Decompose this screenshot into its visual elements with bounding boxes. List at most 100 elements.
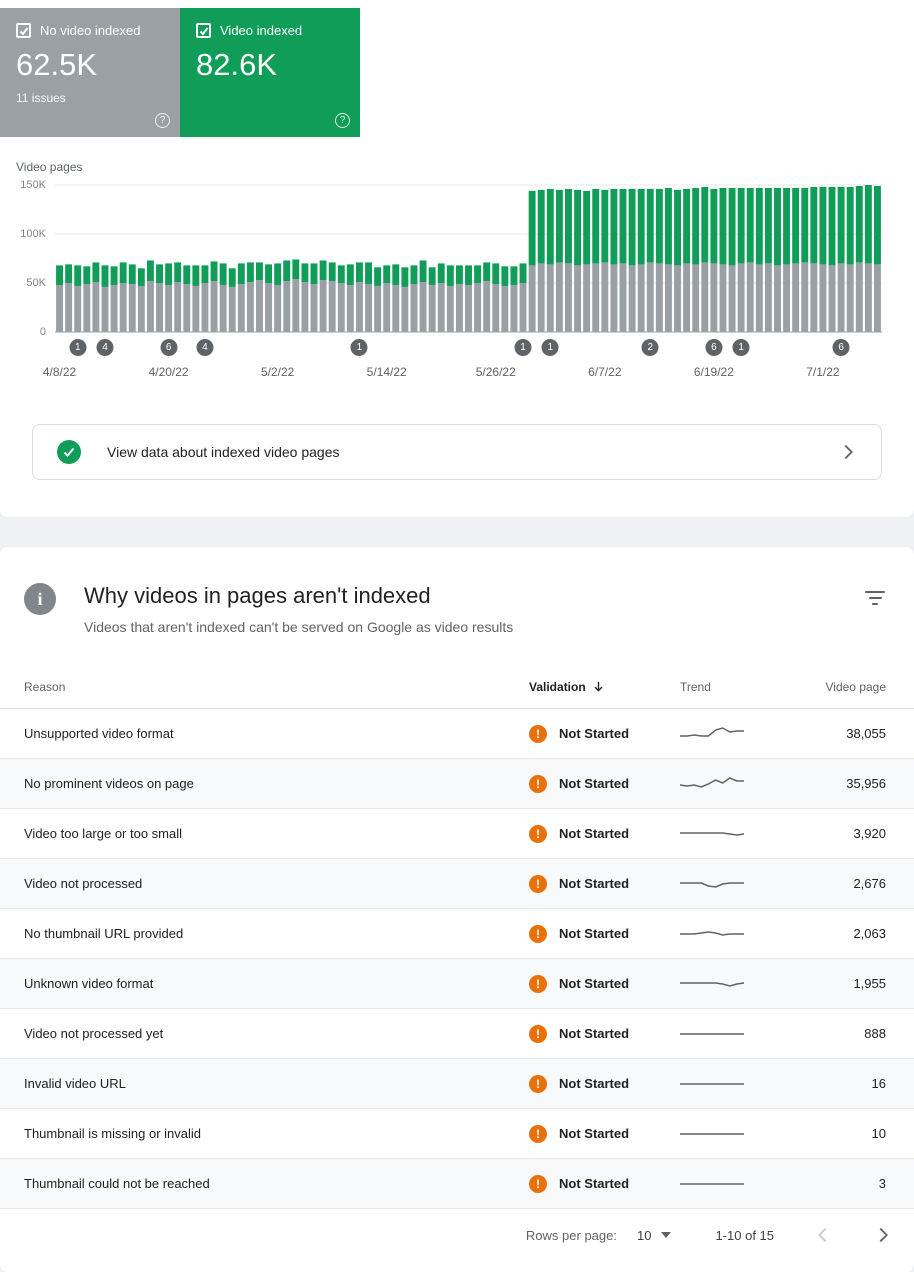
- checkbox-checked-icon[interactable]: [16, 23, 31, 38]
- bar-not-indexed[interactable]: [774, 265, 781, 332]
- table-row[interactable]: No thumbnail URL provided ! Not Started …: [0, 909, 914, 959]
- bar-indexed[interactable]: [419, 260, 427, 283]
- bar-not-indexed[interactable]: [437, 283, 445, 332]
- bar-not-indexed[interactable]: [810, 263, 818, 332]
- bar-indexed[interactable]: [401, 267, 409, 287]
- bar-not-indexed[interactable]: [819, 264, 827, 332]
- bar-indexed[interactable]: [601, 189, 609, 263]
- bar-indexed[interactable]: [128, 264, 136, 284]
- bar-indexed[interactable]: [192, 265, 200, 286]
- help-icon[interactable]: ?: [335, 113, 350, 128]
- bar-indexed[interactable]: [874, 185, 881, 265]
- bar-indexed[interactable]: [592, 188, 600, 264]
- bar-not-indexed[interactable]: [137, 285, 145, 332]
- bar-not-indexed[interactable]: [519, 283, 527, 332]
- bar-indexed[interactable]: [864, 185, 872, 264]
- bar-indexed[interactable]: [510, 266, 518, 285]
- bar-indexed[interactable]: [465, 265, 472, 285]
- next-page-button[interactable]: [872, 1224, 894, 1246]
- bar-not-indexed[interactable]: [110, 284, 118, 332]
- bar-not-indexed[interactable]: [156, 283, 163, 332]
- bar-not-indexed[interactable]: [56, 284, 63, 332]
- column-header-reason[interactable]: Reason: [24, 679, 66, 694]
- bar-indexed[interactable]: [755, 187, 763, 265]
- bar-not-indexed[interactable]: [401, 286, 409, 332]
- bar-not-indexed[interactable]: [119, 283, 127, 332]
- bar-indexed[interactable]: [446, 265, 454, 286]
- bar-not-indexed[interactable]: [619, 263, 627, 332]
- bar-indexed[interactable]: [101, 265, 109, 287]
- bar-indexed[interactable]: [801, 187, 809, 263]
- bar-indexed[interactable]: [583, 190, 591, 265]
- bar-not-indexed[interactable]: [101, 286, 109, 332]
- bar-not-indexed[interactable]: [74, 285, 82, 332]
- bar-not-indexed[interactable]: [374, 285, 382, 332]
- bar-not-indexed[interactable]: [637, 264, 645, 332]
- bar-not-indexed[interactable]: [328, 281, 336, 332]
- bar-indexed[interactable]: [219, 263, 227, 285]
- bar-indexed[interactable]: [810, 186, 818, 264]
- bar-not-indexed[interactable]: [737, 263, 745, 332]
- issue-count-badge[interactable]: 6: [160, 339, 178, 356]
- bar-indexed[interactable]: [474, 265, 482, 283]
- bar-not-indexed[interactable]: [719, 264, 727, 332]
- issue-count-badge[interactable]: 1: [69, 339, 87, 356]
- bar-not-indexed[interactable]: [701, 262, 709, 332]
- bar-not-indexed[interactable]: [201, 283, 209, 332]
- bar-not-indexed[interactable]: [492, 283, 500, 332]
- table-row[interactable]: Unsupported video format ! Not Started 3…: [0, 709, 914, 759]
- bar-not-indexed[interactable]: [92, 282, 100, 332]
- bar-indexed[interactable]: [683, 188, 691, 264]
- bar-indexed[interactable]: [410, 265, 418, 284]
- bar-indexed[interactable]: [664, 187, 672, 265]
- bar-indexed[interactable]: [437, 263, 445, 283]
- summary-card-no-video-indexed[interactable]: No video indexed 62.5K 11 issues ?: [0, 8, 180, 137]
- bar-indexed[interactable]: [610, 188, 618, 265]
- bar-not-indexed[interactable]: [837, 263, 845, 332]
- bar-indexed[interactable]: [774, 187, 781, 266]
- bar-indexed[interactable]: [637, 188, 645, 265]
- bar-not-indexed[interactable]: [246, 282, 254, 332]
- bar-indexed[interactable]: [492, 263, 500, 284]
- bar-indexed[interactable]: [74, 265, 82, 286]
- bar-indexed[interactable]: [265, 264, 273, 283]
- table-row[interactable]: Invalid video URL ! Not Started 16: [0, 1059, 914, 1109]
- bar-indexed[interactable]: [828, 186, 836, 266]
- bar-indexed[interactable]: [537, 189, 545, 264]
- bar-not-indexed[interactable]: [592, 263, 600, 332]
- bar-indexed[interactable]: [56, 265, 63, 285]
- bar-not-indexed[interactable]: [801, 262, 809, 332]
- bar-indexed[interactable]: [228, 268, 236, 287]
- bar-indexed[interactable]: [428, 267, 436, 285]
- help-icon[interactable]: ?: [155, 113, 170, 128]
- column-header-validation[interactable]: Validation: [505, 680, 680, 694]
- bar-not-indexed[interactable]: [664, 264, 672, 332]
- bar-indexed[interactable]: [237, 263, 245, 284]
- bar-indexed[interactable]: [737, 187, 745, 264]
- bar-not-indexed[interactable]: [610, 264, 618, 332]
- bar-not-indexed[interactable]: [628, 265, 636, 332]
- bar-indexed[interactable]: [374, 267, 382, 286]
- bar-not-indexed[interactable]: [874, 264, 881, 332]
- bar-indexed[interactable]: [846, 186, 854, 265]
- bar-not-indexed[interactable]: [228, 286, 236, 332]
- table-row[interactable]: Video not processed ! Not Started 2,676: [0, 859, 914, 909]
- bar-not-indexed[interactable]: [710, 263, 718, 332]
- issue-count-badge[interactable]: 2: [641, 339, 659, 356]
- bar-not-indexed[interactable]: [256, 280, 263, 332]
- bar-not-indexed[interactable]: [574, 265, 582, 332]
- bar-indexed[interactable]: [837, 186, 845, 264]
- bar-indexed[interactable]: [483, 262, 491, 282]
- bar-indexed[interactable]: [301, 263, 309, 283]
- bar-indexed[interactable]: [246, 262, 254, 283]
- bar-not-indexed[interactable]: [474, 283, 482, 332]
- bar-not-indexed[interactable]: [855, 262, 863, 332]
- bar-indexed[interactable]: [574, 189, 582, 266]
- issue-count-badge[interactable]: 6: [832, 339, 850, 356]
- bar-not-indexed[interactable]: [510, 284, 518, 332]
- bar-indexed[interactable]: [565, 188, 572, 264]
- bar-not-indexed[interactable]: [646, 262, 654, 332]
- bar-indexed[interactable]: [746, 187, 754, 263]
- table-row[interactable]: Video too large or too small ! Not Start…: [0, 809, 914, 859]
- bar-not-indexed[interactable]: [846, 264, 854, 332]
